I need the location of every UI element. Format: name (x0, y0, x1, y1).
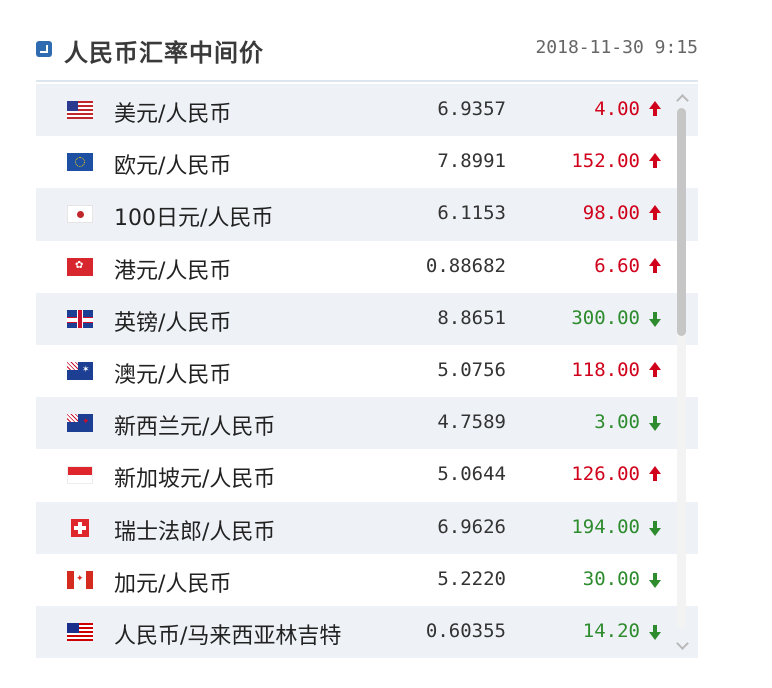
currency-pair-name[interactable]: 港元/人民币 (114, 258, 232, 284)
flag-hk-icon (67, 257, 93, 276)
table-row[interactable]: 瑞士法郎/人民币 6.9626 194.00 (36, 501, 698, 554)
scroll-down-icon[interactable] (674, 638, 690, 654)
widget-title: 人民币汇率中间价 (64, 39, 264, 67)
rate-list: 美元/人民币 6.9357 4.00 欧元/人民币 7.8991 152.00 100日元/… (36, 84, 698, 658)
currency-pair-name[interactable]: 新西兰元/人民币 (114, 415, 276, 441)
exchange-rate-value: 5.0756 (437, 358, 506, 381)
arrow-up-icon (648, 205, 662, 223)
exchange-rate-value: 6.9626 (437, 515, 506, 538)
flag-ca-icon (67, 570, 93, 589)
exchange-rate-value: 5.0644 (437, 463, 506, 486)
currency-pair-name[interactable]: 人民币/马来西亚林吉特 (114, 623, 342, 649)
arrow-up-icon (648, 153, 662, 171)
flag-au-icon (67, 361, 93, 380)
exchange-rate-value: 4.7589 (437, 411, 506, 434)
scrollbar-thumb[interactable] (677, 108, 686, 336)
table-row[interactable]: 港元/人民币 0.88682 6.60 (36, 240, 698, 293)
change-value: 4.00 (594, 98, 640, 120)
exchange-rate-value: 0.88682 (425, 254, 506, 277)
change-value: 118.00 (571, 358, 640, 381)
flag-nz-icon (67, 414, 93, 433)
change-value: 194.00 (571, 515, 640, 538)
change-value: 300.00 (571, 306, 640, 329)
table-row[interactable]: 人民币/马来西亚林吉特 0.60355 14.20 (36, 605, 698, 658)
arrow-up-icon (648, 466, 662, 484)
currency-pair-name[interactable]: 英镑/人民币 (114, 310, 232, 336)
table-row[interactable]: 新加坡元/人民币 5.0644 126.00 (36, 449, 698, 502)
arrow-down-icon (648, 519, 662, 537)
arrow-down-icon (648, 414, 662, 432)
currency-pair-name[interactable]: 欧元/人民币 (114, 154, 232, 180)
table-row[interactable]: 新西兰元/人民币 4.7589 3.00 (36, 397, 698, 450)
table-row[interactable]: 英镑/人民币 8.8651 300.00 (36, 292, 698, 345)
table-row[interactable]: 加元/人民币 5.2220 30.00 (36, 553, 698, 606)
exchange-rate-widget: 人民币汇率中间价 2018-11-30 9:15 美元/人民币 6.9357 4.0… (36, 22, 698, 658)
flag-my-icon (67, 622, 93, 641)
arrow-up-icon (648, 361, 662, 380)
exchange-rate-value: 8.8651 (437, 306, 506, 329)
arrow-up-icon (648, 257, 662, 276)
scrollbar[interactable] (674, 84, 690, 658)
change-value: 14.20 (582, 619, 640, 642)
currency-pair-name[interactable]: 新加坡元/人民币 (114, 467, 276, 493)
collapse-arrow-icon[interactable] (36, 41, 52, 57)
currency-pair-name[interactable]: 瑞士法郎/人民币 (114, 519, 276, 545)
change-value: 126.00 (571, 463, 640, 486)
scroll-up-icon[interactable] (674, 90, 690, 106)
table-row[interactable]: 欧元/人民币 7.8991 152.00 (36, 136, 698, 189)
flag-gb-icon (67, 309, 93, 328)
currency-pair-name[interactable]: 美元/人民币 (114, 102, 232, 127)
change-value: 30.00 (582, 567, 640, 590)
flag-ch-icon (71, 518, 89, 537)
scrollbar-track[interactable] (677, 108, 686, 628)
arrow-down-icon (648, 623, 662, 641)
currency-pair-name[interactable]: 澳元/人民币 (114, 362, 232, 388)
flag-jp-icon (67, 205, 93, 224)
exchange-rate-value: 6.1153 (437, 202, 506, 225)
exchange-rate-value: 5.2220 (437, 567, 506, 590)
flag-eu-icon (67, 153, 93, 172)
exchange-rate-value: 6.9357 (437, 98, 506, 120)
currency-pair-name[interactable]: 100日元/人民币 (114, 206, 274, 232)
table-row[interactable]: 美元/人民币 6.9357 4.00 (36, 84, 698, 137)
rate-table[interactable]: 美元/人民币 6.9357 4.00 欧元/人民币 7.8991 152.00 100日元/… (36, 84, 698, 658)
change-value: 6.60 (594, 254, 640, 277)
arrow-down-icon (648, 571, 662, 589)
flag-sg-icon (67, 466, 93, 485)
change-value: 152.00 (571, 150, 640, 173)
currency-pair-name[interactable]: 加元/人民币 (114, 571, 232, 597)
flag-us-icon (67, 101, 93, 119)
exchange-rate-value: 7.8991 (437, 150, 506, 173)
widget-header: 人民币汇率中间价 2018-11-30 9:15 (36, 22, 698, 82)
change-value: 3.00 (594, 411, 640, 434)
table-row[interactable]: 100日元/人民币 6.1153 98.00 (36, 188, 698, 241)
arrow-up-icon (648, 101, 662, 119)
exchange-rate-value: 0.60355 (425, 619, 506, 642)
arrow-down-icon (648, 310, 662, 328)
timestamp: 2018-11-30 9:15 (535, 37, 698, 58)
table-row[interactable]: 澳元/人民币 5.0756 118.00 (36, 344, 698, 398)
change-value: 98.00 (582, 202, 640, 225)
